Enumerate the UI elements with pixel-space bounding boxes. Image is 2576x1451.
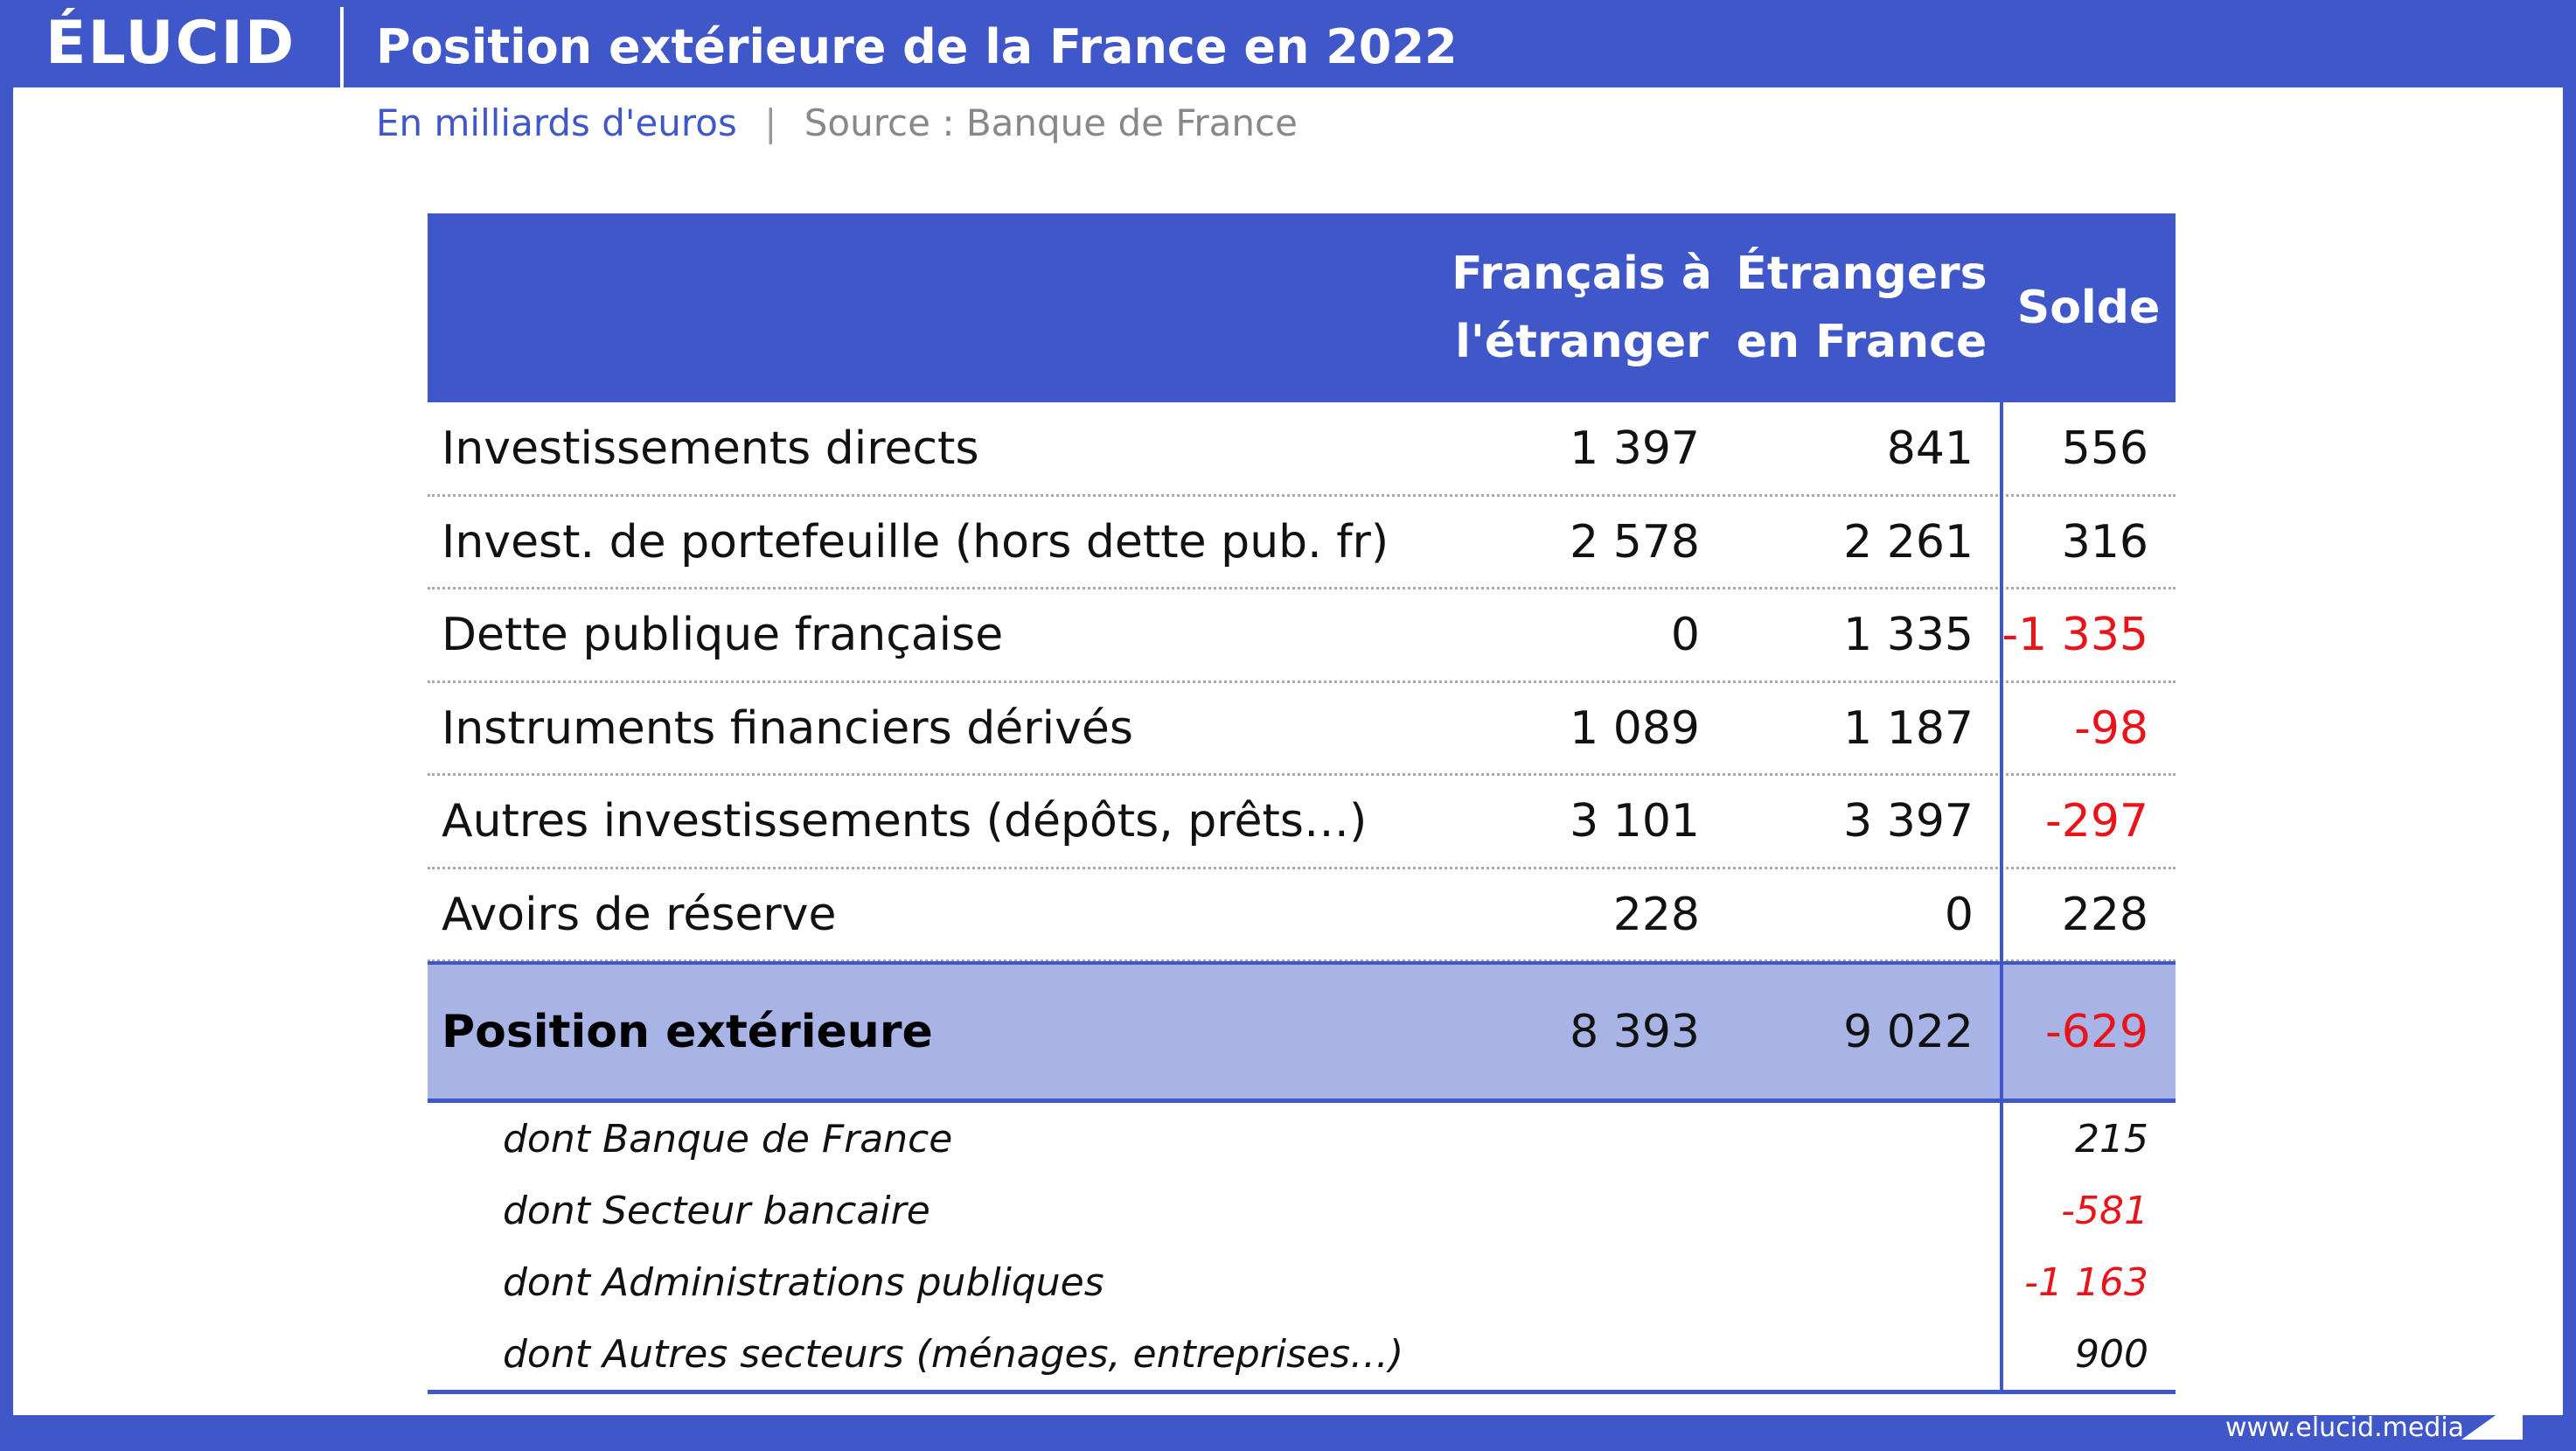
detail-label: dont Secteur bancaire bbox=[503, 1188, 930, 1233]
detail-value: -581 bbox=[2061, 1188, 2148, 1233]
row-divider bbox=[428, 866, 2176, 869]
header-bg bbox=[428, 213, 2176, 402]
row-value: -297 bbox=[2044, 795, 2148, 848]
row-value: 1 335 bbox=[1843, 609, 1974, 662]
total-bg bbox=[428, 961, 2176, 1103]
footer-band bbox=[13, 1415, 2563, 1451]
row-value: 228 bbox=[2061, 888, 2148, 941]
header-band bbox=[13, 0, 2563, 87]
row-divider bbox=[428, 773, 2176, 776]
footer-url: www.elucid.media bbox=[2225, 1413, 2465, 1443]
source: Source : Banque de France bbox=[804, 101, 1298, 144]
row-value: -1 335 bbox=[2002, 609, 2148, 662]
total-value: 8 393 bbox=[1570, 1006, 1700, 1058]
row-value: 0 bbox=[1670, 609, 1700, 662]
row-value: 3 397 bbox=[1843, 795, 1974, 848]
row-divider bbox=[428, 959, 2176, 962]
row-divider bbox=[428, 493, 2176, 497]
footer-icon bbox=[2461, 1396, 2523, 1440]
title: Position extérieure de la France en 2022 bbox=[376, 19, 1458, 74]
row-value: 0 bbox=[1944, 888, 1974, 941]
row-divider bbox=[428, 680, 2176, 683]
subtitle: En milliards d'euros | Source : Banque d… bbox=[376, 101, 1298, 144]
column-header: Étrangers en France bbox=[1736, 248, 1988, 368]
logo: ÉLUCID bbox=[45, 9, 296, 78]
column-header: Français à l'étranger bbox=[1452, 248, 1712, 368]
detail-value: 900 bbox=[2075, 1331, 2148, 1377]
column-header: Solde bbox=[2016, 282, 2161, 334]
row-value: 316 bbox=[2061, 515, 2148, 569]
divider: | bbox=[764, 101, 777, 144]
row-value: -98 bbox=[2074, 701, 2148, 755]
row-label: Instruments financiers dérivés bbox=[442, 701, 1133, 755]
total-value: -629 bbox=[2044, 1006, 2148, 1058]
row-value: 3 101 bbox=[1570, 795, 1700, 848]
row-divider bbox=[428, 587, 2176, 589]
row-label: Invest. de portefeuille (hors dette pub.… bbox=[442, 515, 1389, 569]
total-value: 9 022 bbox=[1843, 1006, 1974, 1058]
detail-value: -1 163 bbox=[2024, 1259, 2148, 1305]
row-label: Dette publique française bbox=[442, 609, 1004, 662]
row-value: 841 bbox=[1886, 422, 1974, 476]
total-label: Position extérieure bbox=[442, 1006, 933, 1058]
detail-label: dont Autres secteurs (ménages, entrepris… bbox=[503, 1331, 1404, 1377]
row-value: 2 578 bbox=[1570, 515, 1700, 569]
vertical-rule bbox=[2000, 402, 2003, 1390]
row-value: 2 261 bbox=[1843, 515, 1974, 569]
separator bbox=[340, 7, 344, 87]
detail-label: dont Administrations publiques bbox=[503, 1259, 1104, 1305]
row-value: 1 187 bbox=[1843, 701, 1974, 755]
row-value: 1 089 bbox=[1570, 701, 1700, 755]
row-value: 228 bbox=[1612, 888, 1700, 941]
row-value: 1 397 bbox=[1570, 422, 1700, 476]
detail-label: dont Banque de France bbox=[503, 1116, 953, 1161]
row-label: Avoirs de réserve bbox=[442, 888, 837, 941]
units: En milliards d'euros bbox=[376, 101, 737, 144]
row-label: Autres investissements (dépôts, prêts…) bbox=[442, 795, 1368, 848]
table: Français à l'étranger Étrangers en France… bbox=[428, 213, 2176, 1394]
row-label: Investissements directs bbox=[442, 422, 979, 476]
row-value: 556 bbox=[2061, 422, 2148, 476]
detail-value: 215 bbox=[2075, 1116, 2148, 1161]
bottom-rule bbox=[428, 1390, 2176, 1394]
